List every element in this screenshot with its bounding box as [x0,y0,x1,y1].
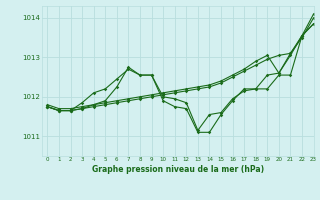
X-axis label: Graphe pression niveau de la mer (hPa): Graphe pression niveau de la mer (hPa) [92,165,264,174]
